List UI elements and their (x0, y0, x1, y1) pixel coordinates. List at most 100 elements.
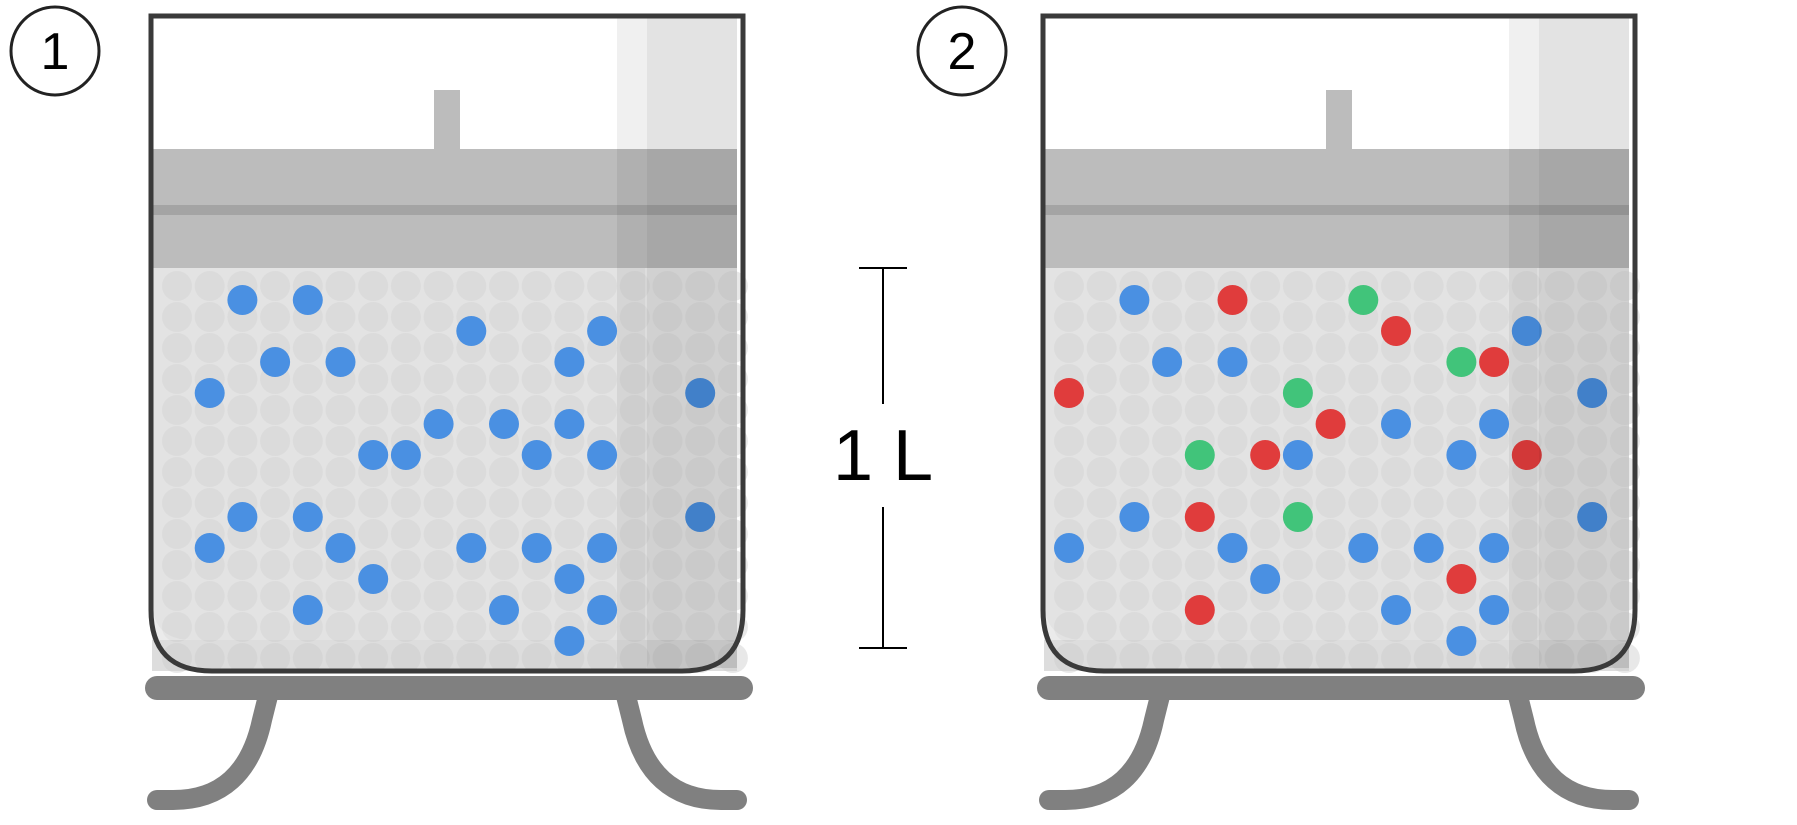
lattice-dot (1544, 395, 1575, 425)
lattice-dot (292, 333, 323, 363)
blue-particle (1511, 316, 1542, 346)
lattice-dot (1315, 271, 1346, 301)
red-particle (1250, 440, 1281, 470)
stand (1037, 676, 1645, 810)
lattice-dot (1250, 643, 1281, 673)
lattice-dot (1577, 302, 1608, 332)
lattice-dot (587, 395, 618, 425)
lattice-dot (1217, 457, 1248, 487)
lattice-dot (260, 395, 291, 425)
lattice-dot (1577, 333, 1608, 363)
lattice-dot (194, 426, 225, 456)
lattice-dot (1479, 271, 1510, 301)
lattice-dot (685, 612, 716, 642)
lattice-dot (1315, 519, 1346, 549)
lattice-dot (1511, 488, 1542, 518)
lattice-dot (1577, 612, 1608, 642)
lattice-dot (358, 302, 389, 332)
lattice-dot (358, 364, 389, 394)
lattice-dot (652, 643, 683, 673)
lattice-dot (1511, 395, 1542, 425)
lattice-dot (1184, 333, 1215, 363)
lattice-dot (1348, 364, 1379, 394)
lattice-dot (489, 271, 519, 301)
lattice-dot (489, 488, 519, 518)
blue-particle (292, 285, 323, 315)
blue-particle (325, 347, 356, 377)
blue-particle (1577, 502, 1608, 532)
lattice-dot (652, 612, 683, 642)
lattice-dot (587, 364, 618, 394)
lattice-dot (619, 395, 650, 425)
blue-particle (292, 595, 323, 625)
lattice-dot (1250, 488, 1281, 518)
blue-particle (1381, 409, 1411, 439)
lattice-dot (456, 364, 487, 394)
lattice-dot (489, 519, 519, 549)
lattice-dot (260, 302, 291, 332)
lattice-dot (162, 550, 192, 580)
container-2: 2 (916, 5, 1645, 810)
lattice-dot (456, 612, 487, 642)
lattice-dot (325, 457, 356, 487)
lattice-dot (554, 271, 585, 301)
lattice-dot (521, 581, 552, 611)
lattice-dot (423, 333, 454, 363)
blue-particle (358, 440, 389, 470)
lattice-dot (1609, 457, 1640, 487)
lattice-dot (1413, 612, 1444, 642)
lattice-dot (1086, 519, 1117, 549)
lattice-dot (652, 457, 683, 487)
lattice-dot (1250, 364, 1281, 394)
lattice-dot (521, 302, 552, 332)
lattice-dot (1577, 426, 1608, 456)
red-particle (1315, 409, 1346, 439)
lattice-dot (1250, 395, 1281, 425)
lattice-dot (194, 581, 225, 611)
lattice-dot (1315, 612, 1346, 642)
lattice-dot (1315, 488, 1346, 518)
lattice-dot (292, 364, 323, 394)
lattice-dot (390, 643, 421, 673)
lattice-dot (521, 488, 552, 518)
lattice-dot (194, 271, 225, 301)
lattice-dot (1544, 488, 1575, 518)
lattice-dot (717, 643, 748, 673)
blue-particle (1152, 347, 1183, 377)
blue-particle (456, 533, 487, 563)
lattice-dot (652, 395, 683, 425)
lattice-dot (1381, 643, 1411, 673)
lattice-dot (390, 364, 421, 394)
lattice-dot (1315, 581, 1346, 611)
lattice-dot (423, 643, 454, 673)
lattice-dot (423, 302, 454, 332)
blue-particle (1054, 533, 1084, 563)
lattice-dot (1217, 426, 1248, 456)
blue-particle (358, 564, 389, 594)
lattice-dot (1609, 333, 1640, 363)
red-particle (1511, 440, 1542, 470)
lattice-dot (260, 643, 291, 673)
lattice-dot (1086, 643, 1117, 673)
lattice-dot (1184, 364, 1215, 394)
lattice-dot (1544, 302, 1575, 332)
blue-particle (1479, 409, 1510, 439)
lattice-dot (390, 612, 421, 642)
red-particle (1184, 502, 1215, 532)
container-number: 2 (948, 23, 977, 81)
lattice-dot (260, 612, 291, 642)
lattice-dot (260, 581, 291, 611)
lattice-dot (325, 395, 356, 425)
lattice-dot (358, 488, 389, 518)
lattice-dot (1609, 364, 1640, 394)
lattice-dot (1544, 426, 1575, 456)
lattice-dot (358, 612, 389, 642)
lattice-dot (194, 612, 225, 642)
blue-particle (1446, 626, 1477, 656)
lattice-dot (1381, 457, 1411, 487)
lattice-dot (1086, 488, 1117, 518)
lattice-dot (325, 643, 356, 673)
lattice-dot (1511, 550, 1542, 580)
lattice-dot (1152, 271, 1183, 301)
lattice-dot (390, 302, 421, 332)
